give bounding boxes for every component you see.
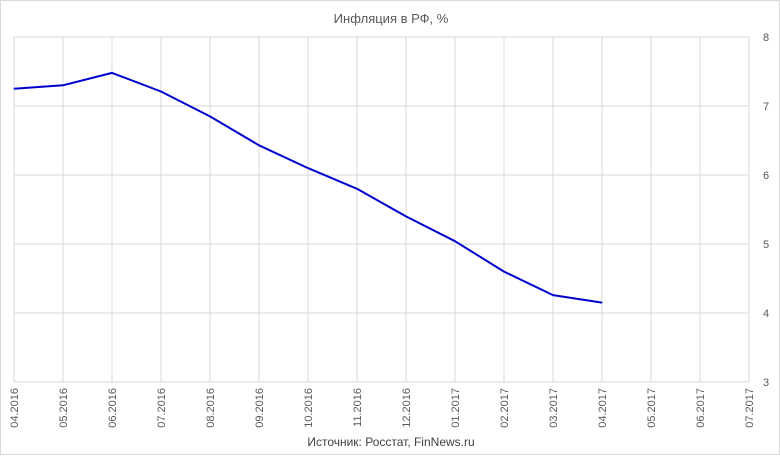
data-point xyxy=(258,144,260,146)
data-point xyxy=(209,115,211,117)
data-point xyxy=(503,271,505,273)
x-tick-label: 09.2016 xyxy=(254,388,266,428)
x-tick-label: 06.2016 xyxy=(107,388,119,428)
data-point xyxy=(13,88,15,90)
x-tick-label: 05.2016 xyxy=(58,388,70,428)
data-point xyxy=(160,91,162,93)
x-tick-label: 05.2017 xyxy=(646,388,658,428)
x-tick-label: 02.2017 xyxy=(499,388,511,428)
y-tick-label: 7 xyxy=(763,101,769,113)
data-point xyxy=(307,167,309,169)
x-tick-label: 11.2016 xyxy=(352,388,364,427)
chart-title: Инфляция в РФ, % xyxy=(333,11,449,26)
x-tick-label: 04.2016 xyxy=(9,388,21,428)
x-tick-label: 04.2017 xyxy=(597,388,609,428)
data-point xyxy=(111,72,113,74)
y-tick-label: 4 xyxy=(763,308,769,320)
y-tick-label: 3 xyxy=(763,377,769,389)
data-point xyxy=(601,302,603,304)
y-tick-label: 8 xyxy=(763,32,769,44)
data-point xyxy=(405,215,407,217)
x-tick-label: 12.2016 xyxy=(401,388,413,428)
y-tick-label: 6 xyxy=(763,170,769,182)
x-tick-label: 06.2017 xyxy=(695,388,707,428)
data-point xyxy=(552,294,554,296)
x-tick-label: 07.2017 xyxy=(744,388,756,428)
y-tick-label: 5 xyxy=(763,239,769,251)
x-tick-label: 01.2017 xyxy=(450,388,462,428)
x-tick-label: 03.2017 xyxy=(548,388,560,428)
x-tick-label: 10.2016 xyxy=(303,388,315,428)
x-tick-label: 08.2016 xyxy=(205,388,217,428)
x-tick-label: 07.2016 xyxy=(156,388,168,428)
data-point xyxy=(454,240,456,242)
data-point xyxy=(356,188,358,190)
chart-source: Источник: Росстат, FinNews.ru xyxy=(307,435,475,449)
data-point xyxy=(62,84,64,86)
